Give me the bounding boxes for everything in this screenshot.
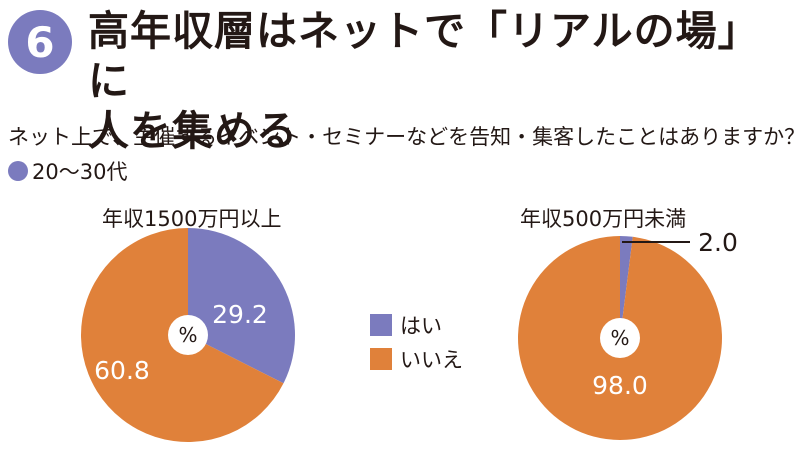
title-line-2: 人を集める xyxy=(88,107,298,155)
data-label-high-income-no: 60.8 xyxy=(94,356,150,385)
pie-slice-low-income-yes xyxy=(620,236,633,338)
pie-center-high-income xyxy=(168,315,208,355)
legend-label-no: いいえ xyxy=(400,348,463,372)
data-label-low-income-no: 98.0 xyxy=(592,371,648,400)
pie-slice-high-income-yes xyxy=(188,228,295,384)
legend-swatch-yes xyxy=(370,314,392,336)
survey-question: ネット上で、主催するイベント・セミナーなどを告知・集客したことはありますか？ xyxy=(8,125,800,149)
age-group-dot-icon xyxy=(8,161,28,181)
pie-title-low-income: 年収500万円未満 xyxy=(520,207,687,231)
age-group-label: 20〜30代 xyxy=(8,156,127,186)
chart-legend: はい いいえ xyxy=(370,308,463,376)
data-label-low-income-yes: 2.0 xyxy=(698,228,738,257)
title-line-1: 高年収層はネットで「リアルの場」に xyxy=(88,7,760,105)
age-group-text: 20〜30代 xyxy=(32,160,128,184)
legend-swatch-no xyxy=(370,348,392,370)
section-number-badge: 6 xyxy=(8,10,72,74)
page-title: 高年収層はネットで「リアルの場」に 人を集める xyxy=(88,6,800,156)
pie-title-high-income: 年収1500万円以上 xyxy=(102,207,282,231)
pie-center-low-income xyxy=(600,318,640,358)
legend-item-no: いいえ xyxy=(370,342,463,376)
pie-center-label-low-income: % xyxy=(610,326,629,350)
data-label-high-income-yes: 29.2 xyxy=(212,300,268,329)
legend-item-yes: はい xyxy=(370,308,463,342)
legend-label-yes: はい xyxy=(400,314,442,338)
pie-center-label-high-income: % xyxy=(178,323,197,347)
section-number: 6 xyxy=(25,17,55,67)
